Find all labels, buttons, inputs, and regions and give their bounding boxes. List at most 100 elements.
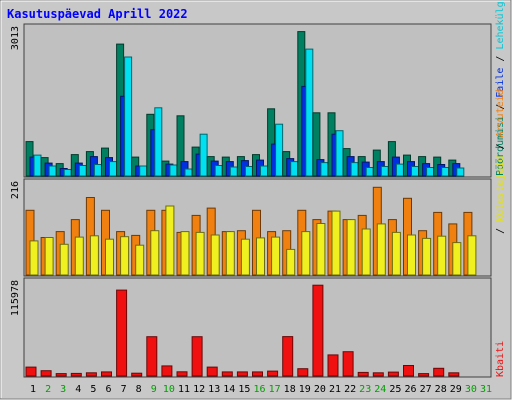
bar-middle-külastajaid-day-16 (256, 237, 265, 276)
bar-middle-külastajaid-day-13 (210, 234, 220, 276)
x-tick-label-day-28: 28 (435, 384, 447, 395)
bar-bottom-kbaiti-day-22 (342, 351, 354, 377)
panel-middle-side-legend: Kbaiti / Külastajaid / Arvuteid (495, 89, 506, 276)
x-tick-label-day-6: 6 (105, 384, 111, 395)
legend-sep-1: / (495, 98, 506, 116)
bar-middle-külastajaid-day-11 (180, 231, 190, 276)
bar-top-lehekülgi-day-16 (260, 165, 268, 177)
x-tick-label-day-24: 24 (374, 384, 386, 395)
bar-bottom-kbaiti-day-28 (433, 367, 445, 377)
bar-middle-külastajaid-day-3 (59, 243, 69, 276)
x-tick-label-day-9: 9 (151, 384, 157, 395)
bar-top-lehekülgi-day-23 (365, 167, 374, 177)
bar-top-lehekülgi-day-3 (63, 169, 72, 177)
x-tick-label-day-18: 18 (284, 384, 296, 395)
x-tick-label-day-16: 16 (253, 384, 265, 395)
bar-bottom-kbaiti-day-13 (206, 366, 218, 377)
panel-top-max-label: 3013 (10, 26, 21, 50)
bar-top-lehekülgi-day-24 (380, 166, 389, 177)
bar-bottom-kbaiti-day-27 (418, 373, 430, 377)
bar-bottom-kbaiti-day-12 (191, 336, 203, 377)
bar-bottom-kbaiti-day-9 (146, 336, 158, 377)
bar-top-lehekülgi-day-4 (78, 165, 87, 177)
x-tick-label-day-20: 20 (314, 384, 326, 395)
x-tick-label-day-25: 25 (389, 384, 401, 395)
bar-middle-külastajaid-day-19 (301, 231, 311, 276)
panel-bottom-side-legend: Kbaiti (495, 341, 506, 377)
x-tick-label-day-11: 11 (178, 384, 190, 395)
bar-top-lehekülgi-day-12 (199, 133, 208, 177)
x-tick-label-day-15: 15 (238, 384, 250, 395)
bar-bottom-kbaiti-day-1 (25, 366, 37, 377)
bar-bottom-kbaiti-day-2 (40, 370, 52, 377)
bar-bottom-kbaiti-day-20 (312, 284, 324, 377)
bar-middle-külastajaid-day-1 (29, 240, 39, 276)
bar-middle-külastajaid-day-21 (331, 210, 341, 276)
panel-middle-max-label: 216 (10, 181, 21, 199)
bar-top-lehekülgi-day-9 (154, 107, 163, 177)
bar-middle-külastajaid-day-8 (135, 244, 145, 276)
x-tick-label-day-3: 3 (60, 384, 66, 395)
x-tick-label-day-31: 31 (480, 384, 492, 395)
chart-marks (25, 31, 477, 377)
bar-bottom-kbaiti-day-4 (70, 372, 82, 377)
bar-top-lehekülgi-day-20 (320, 162, 329, 177)
bar-bottom-kbaiti-day-17 (267, 370, 279, 377)
legend-hosts: Arvuteid (495, 89, 506, 137)
bar-middle-külastajaid-day-18 (286, 248, 296, 276)
legend-sep-4: / (495, 138, 506, 156)
bar-bottom-kbaiti-day-8 (131, 372, 143, 377)
bar-middle-külastajaid-day-30 (467, 235, 477, 276)
x-tick-label-day-30: 30 (465, 384, 477, 395)
legend-pageviews: Pöördumisi (495, 116, 506, 176)
bar-bottom-kbaiti-day-15 (236, 371, 248, 377)
x-tick-label-day-12: 12 (193, 384, 205, 395)
bar-top-lehekülgi-day-19 (305, 48, 314, 177)
legend-sep-3: / (495, 222, 506, 240)
legend-kbytes-muted: Kbaiti (495, 240, 506, 276)
bar-top-lehekülgi-day-13 (214, 165, 223, 177)
x-tick-label-day-7: 7 (121, 384, 127, 395)
x-tick-label-day-1: 1 (30, 384, 36, 395)
bar-middle-külastajaid-day-29 (452, 242, 462, 276)
bar-bottom-kbaiti-day-24 (372, 372, 384, 377)
bar-middle-külastajaid-day-7 (120, 236, 130, 276)
bar-middle-külastajaid-day-28 (437, 235, 447, 276)
legend-files: Faile (495, 68, 506, 98)
bar-top-lehekülgi-day-15 (244, 166, 253, 177)
bar-top-lehekülgi-day-18 (290, 161, 299, 177)
bar-bottom-kbaiti-day-16 (252, 371, 263, 377)
bar-top-lehekülgi-day-21 (335, 130, 344, 177)
x-tick-label-day-4: 4 (75, 384, 81, 395)
bar-bottom-kbaiti-day-21 (327, 354, 339, 377)
bar-top-lehekülgi-day-5 (93, 164, 102, 177)
legend-visitors: Külastajaid (495, 156, 506, 222)
bar-top-lehekülgi-day-22 (350, 162, 359, 177)
x-tick-label-day-19: 19 (299, 384, 311, 395)
bar-top-lehekülgi-day-1 (33, 154, 42, 177)
bar-bottom-kbaiti-day-7 (116, 289, 128, 377)
bar-middle-külastajaid-day-10 (165, 205, 175, 276)
panel-bottom-frame (23, 277, 492, 378)
x-tick-labels: 1 2 3 4 5 6 7 8 9 10 11 12 13 14 15 16 17 18 19 20 21 22 23 24 2… (30, 384, 492, 395)
bar-middle-külastajaid-day-20 (316, 223, 326, 276)
bar-middle-külastajaid-day-15 (240, 238, 250, 276)
legend-pages: Lehekülgi (495, 0, 506, 50)
bar-middle-külastajaid-day-17 (271, 236, 281, 276)
bar-middle-külastajaid-day-5 (89, 235, 99, 276)
bar-top-lehekülgi-day-29 (456, 167, 465, 177)
panel-top-frame (23, 23, 492, 178)
bar-middle-külastajaid-day-14 (225, 231, 235, 276)
bar-bottom-kbaiti-day-10 (161, 365, 173, 377)
bar-middle-külastajaid-day-27 (422, 237, 432, 276)
legend-sep-2: / (495, 50, 506, 68)
x-tick-label-day-17: 17 (269, 384, 281, 395)
bar-top-lehekülgi-day-10 (169, 164, 178, 177)
bar-top-lehekülgi-day-6 (109, 161, 117, 177)
bar-bottom-kbaiti-day-6 (101, 371, 112, 377)
x-tick-label-day-29: 29 (450, 384, 462, 395)
x-tick-label-day-27: 27 (420, 384, 432, 395)
bar-middle-külastajaid-day-24 (376, 223, 386, 276)
